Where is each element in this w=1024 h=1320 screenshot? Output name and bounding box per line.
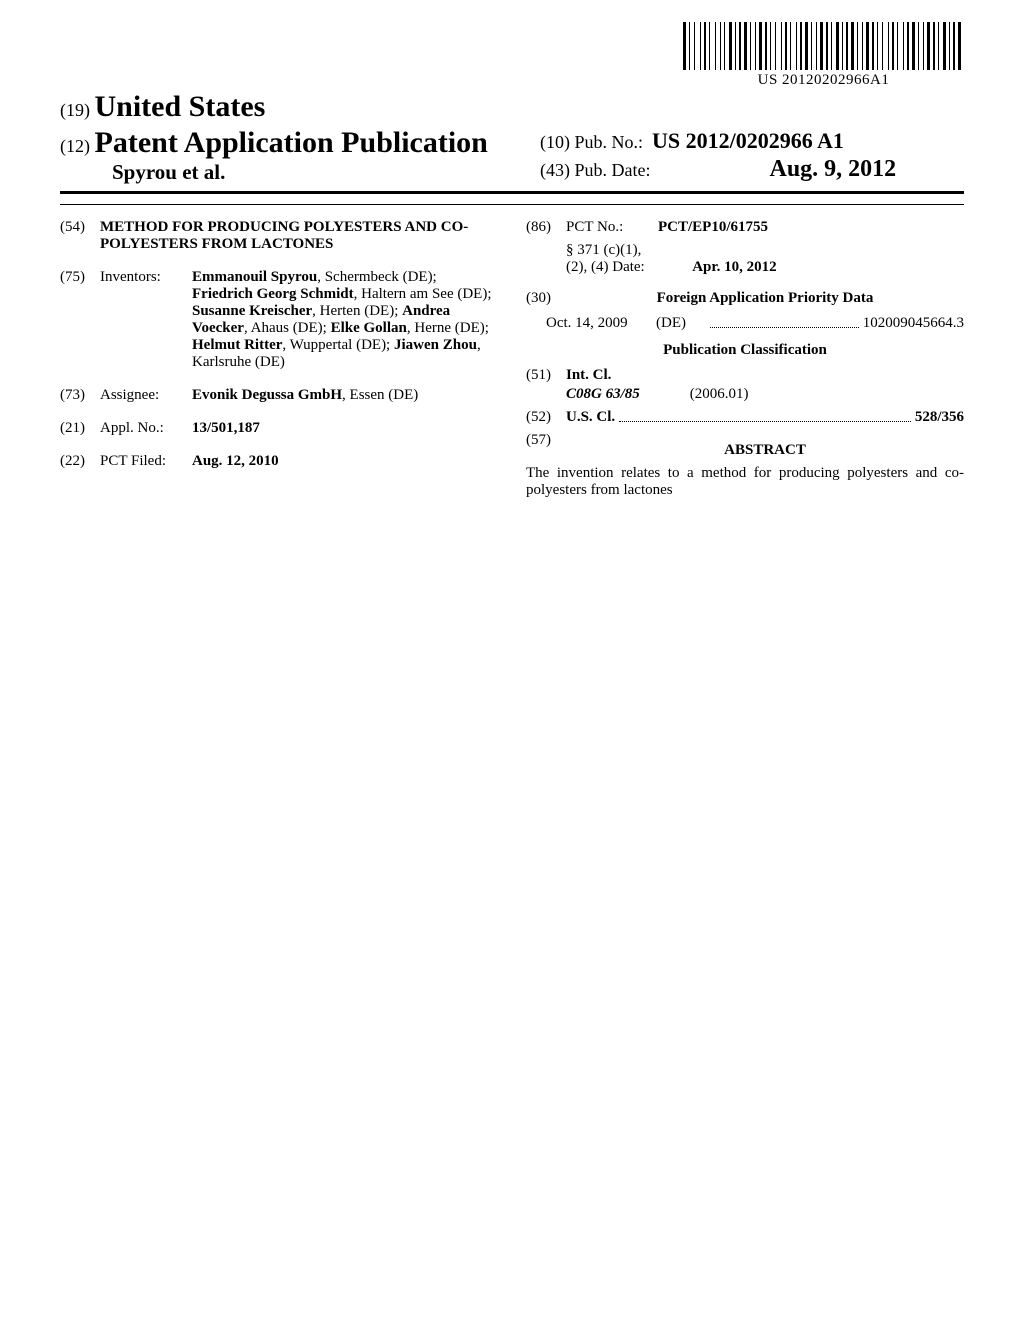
priority-date: Oct. 14, 2009 [546,315,656,332]
pctfiled-value: Aug. 12, 2010 [192,453,498,470]
dots-leader [619,409,911,422]
inventor-name: Friedrich Georg Schmidt [192,286,354,302]
label-pctno: PCT No.: [566,219,658,236]
field-75: (75) Inventors: Emmanouil Spyrou, Scherm… [60,269,498,371]
code-22: (22) [60,453,100,470]
header-line-19: (19) United States [60,90,964,124]
code-30: (30) [526,290,566,307]
rule-thick [60,191,964,194]
dots-leader [710,315,859,328]
code-57: (57) [526,432,566,459]
country: United States [95,90,266,123]
priority-number: 102009045664.3 [863,315,964,332]
body-columns: (54) METHOD FOR PRODUCING POLYESTERS AND… [60,219,964,499]
field-30: (30) Foreign Application Priority Data [526,290,964,307]
priority-row: Oct. 14, 2009 (DE) 102009045664.3 [546,315,964,332]
inventor-loc: , Ahaus (DE); [244,320,331,336]
code-73: (73) [60,387,100,404]
rule-thin [60,204,964,205]
intcl-row: C08G 63/85 (2006.01) [566,386,964,403]
field-73: (73) Assignee: Evonik Degussa GmbH, Esse… [60,387,498,404]
code-86: (86) [526,219,566,236]
inventors-list: Emmanouil Spyrou, Schermbeck (DE); Fried… [192,269,498,371]
code-10: (10) [540,132,570,152]
label-inventors: Inventors: [100,269,192,371]
code-12: (12) [60,136,90,156]
s371-line2: (2), (4) Date: Apr. 10, 2012 [566,259,964,276]
uscl-value: 528/356 [915,409,964,426]
inventor-name: Jiawen Zhou [394,337,477,353]
priority-country: (DE) [656,315,706,332]
s371-label: (2), (4) Date: [566,259,645,275]
title-text: METHOD FOR PRODUCING POLYESTERS AND CO-P… [100,219,498,253]
intcl-label: Int. Cl. [566,367,964,384]
s371-line1: § 371 (c)(1), [566,242,964,259]
inventor-name: Emmanouil Spyrou [192,269,317,285]
foreign-priority-head: Foreign Application Priority Data [566,290,964,307]
field-54: (54) METHOD FOR PRODUCING POLYESTERS AND… [60,219,498,253]
field-22: (22) PCT Filed: Aug. 12, 2010 [60,453,498,470]
uscl-label: U.S. Cl. [566,409,615,426]
inventor-name: Susanne Kreischer [192,303,312,319]
pubno-line: (10) Pub. No.: US 2012/0202966 A1 [540,128,896,154]
inventor-loc: , Herne (DE); [407,320,489,336]
assignee-name: Evonik Degussa GmbH [192,387,342,403]
field-86: (86) PCT No.: PCT/EP10/61755 [526,219,964,236]
pubno-label: Pub. No.: [575,132,644,152]
field-52: (52) U.S. Cl. 528/356 [526,409,964,426]
field-21: (21) Appl. No.: 13/501,187 [60,420,498,437]
field-51: (51) Int. Cl. [526,367,964,384]
s371-date: Apr. 10, 2012 [692,259,776,275]
pubdate-line: (43) Pub. Date: Aug. 9, 2012 [540,156,896,183]
header-right: (10) Pub. No.: US 2012/0202966 A1 (43) P… [540,128,896,183]
inventor-loc: , Schermbeck (DE); [317,269,437,285]
right-column: (86) PCT No.: PCT/EP10/61755 § 371 (c)(1… [526,219,964,499]
pubno: US 2012/0202966 A1 [652,128,844,153]
label-applno: Appl. No.: [100,420,192,437]
barcode-block: US 20120202966A1 [683,22,964,89]
pubclass-head: Publication Classification [526,342,964,359]
field-86-sub: § 371 (c)(1), (2), (4) Date: Apr. 10, 20… [566,242,964,276]
field-57: (57) ABSTRACT [526,432,964,459]
inventor-loc: , Herten (DE); [312,303,402,319]
uscl-row: U.S. Cl. 528/356 [566,409,964,426]
inventor-name: Elke Gollan [331,320,407,336]
assignee-value: Evonik Degussa GmbH, Essen (DE) [192,387,498,404]
code-43: (43) [540,160,570,180]
code-75: (75) [60,269,100,371]
applno-value: 13/501,187 [192,420,498,437]
pubdate-label: Pub. Date: [575,160,651,180]
left-column: (54) METHOD FOR PRODUCING POLYESTERS AND… [60,219,498,499]
assignee-rest: , Essen (DE) [342,387,418,403]
label-pctfiled: PCT Filed: [100,453,192,470]
code-54: (54) [60,219,100,253]
code-19: (19) [60,100,90,120]
code-52: (52) [526,409,566,426]
inventor-loc: , Haltern am See (DE); [354,286,492,302]
abstract-text: The invention relates to a method for pr… [526,465,964,499]
code-51: (51) [526,367,566,384]
abstract-head: ABSTRACT [566,442,964,459]
inventor-name: Helmut Ritter [192,337,282,353]
publication-type: Patent Application Publication [95,126,488,159]
intcl-class: C08G 63/85 [566,386,686,403]
pctno-value: PCT/EP10/61755 [658,219,964,236]
code-21: (21) [60,420,100,437]
label-assignee: Assignee: [100,387,192,404]
barcode-text: US 20120202966A1 [683,72,964,89]
barcode [683,22,964,70]
inventor-loc: , Wuppertal (DE); [282,337,394,353]
pubdate: Aug. 9, 2012 [770,156,897,182]
intcl-edition: (2006.01) [690,386,749,402]
